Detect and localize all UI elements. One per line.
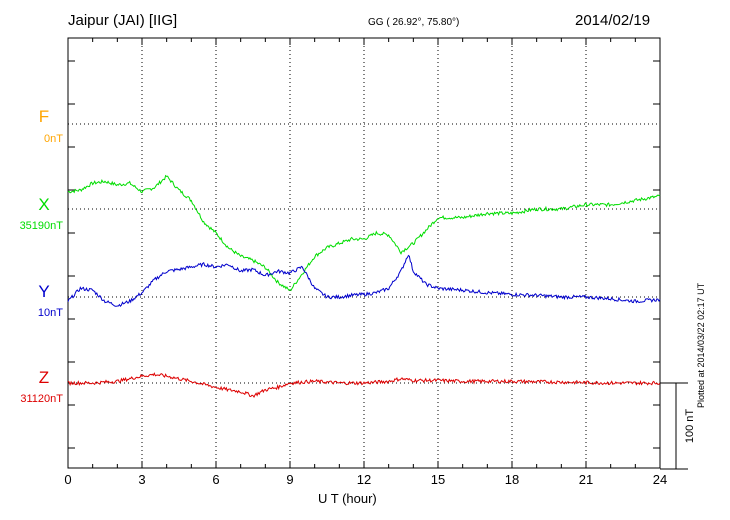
x-tick-label: 9	[286, 472, 293, 487]
x-tick-label: 24	[653, 472, 667, 487]
baseline-value-x: 35190nT	[20, 220, 64, 232]
x-tick-label: 18	[505, 472, 519, 487]
x-tick-label: 21	[579, 472, 593, 487]
station-title: Jaipur (JAI) [IIG]	[68, 12, 178, 29]
baseline-value-z: 31120nT	[20, 393, 63, 405]
baseline-value-y: 10nT	[38, 307, 63, 319]
scale-bar-label: 100 nT	[684, 409, 696, 444]
series-line-z	[67, 372, 661, 398]
x-tick-label: 12	[357, 472, 371, 487]
component-label-x: X	[38, 195, 49, 214]
x-tick-label: 15	[431, 472, 445, 487]
series-line-x	[67, 174, 661, 292]
coordinates-label: GG ( 26.92°, 75.80°)	[368, 17, 460, 28]
date-label: 2014/02/19	[575, 12, 651, 29]
baseline-value-f: 0nT	[44, 133, 63, 145]
x-tick-label: 6	[212, 472, 219, 487]
x-tick-label: 3	[138, 472, 145, 487]
component-label-z: Z	[39, 368, 49, 387]
series-line-y	[67, 254, 661, 308]
component-label-y: Y	[38, 282, 49, 301]
component-label-f: F	[39, 107, 49, 126]
x-axis-title: U T (hour)	[318, 491, 377, 506]
x-tick-label: 0	[64, 472, 71, 487]
